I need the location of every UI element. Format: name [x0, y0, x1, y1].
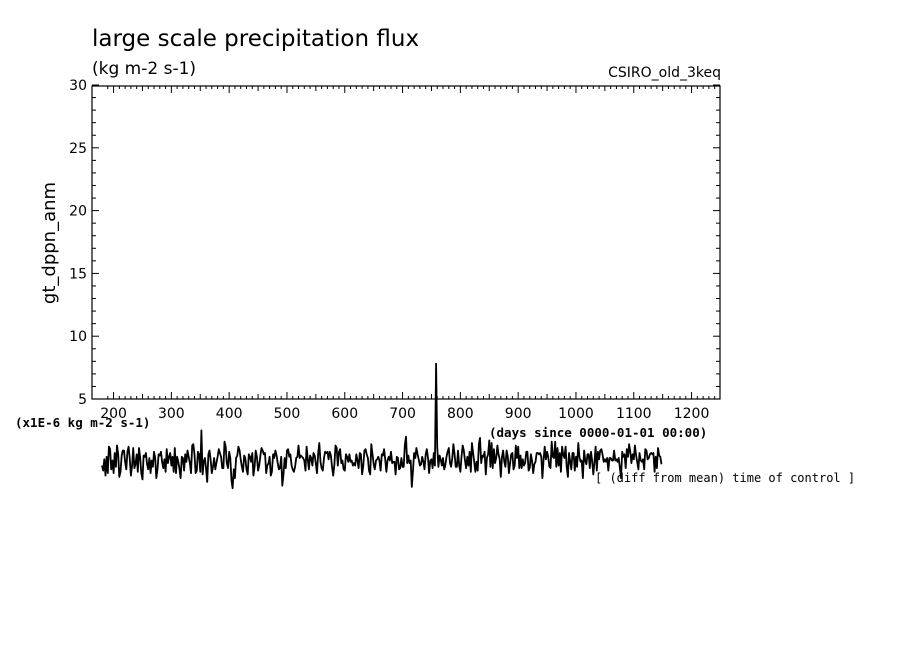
y-tick-label: 15	[69, 266, 87, 282]
x-tick-label: 700	[389, 406, 416, 422]
y-tick-label: 20	[69, 204, 87, 220]
y-tick-label: 10	[69, 329, 87, 345]
control-note: [ (diff from mean) time of control ]	[595, 471, 855, 485]
chart-subtitle: (kg m-2 s-1)	[92, 59, 196, 79]
x-axis-label: (days since 0000-01-01 00:00)	[489, 425, 707, 440]
x-tick-label: 800	[447, 406, 474, 422]
axes: 5 10 15 20 25 30 200 300 400 500 600 700 800 900 1000 1…	[69, 78, 720, 422]
series-line	[101, 362, 663, 490]
y-tick-label: 30	[69, 78, 87, 94]
plot-frame	[91, 85, 721, 400]
x-tick-label: 500	[274, 406, 301, 422]
y-tick-label: 5	[78, 392, 87, 408]
model-label: CSIRO_old_3keq	[608, 65, 721, 81]
x-tick-label: 300	[158, 406, 185, 422]
chart-title: large scale precipitation flux	[92, 26, 419, 52]
x-tick-label: 900	[505, 406, 532, 422]
y-axis-label: gt_dppn_anm	[39, 182, 60, 304]
y-tick-label: 25	[69, 141, 87, 157]
x-tick-label: 1100	[616, 406, 652, 422]
series-layer	[101, 362, 663, 490]
x-tick-label: 400	[216, 406, 243, 422]
scale-label: (x1E-6 kg m-2 s-1)	[15, 415, 150, 430]
x-tick-label: 1000	[558, 406, 594, 422]
x-tick-label: 1200	[674, 406, 710, 422]
x-tick-label: 600	[331, 406, 358, 422]
x-tick-label: 200	[100, 406, 127, 422]
